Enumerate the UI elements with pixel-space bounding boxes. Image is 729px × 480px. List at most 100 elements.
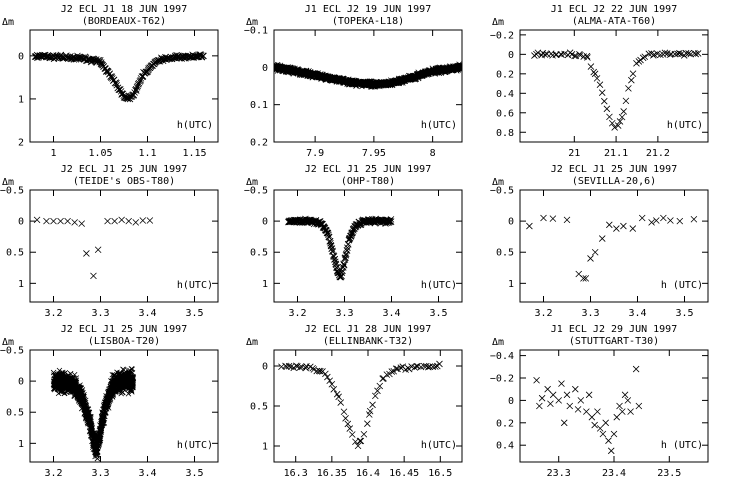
- data-point: [607, 447, 615, 455]
- data-point: [601, 97, 608, 105]
- data-point: [101, 413, 107, 420]
- data-point: [104, 217, 111, 225]
- x-axis-label: h(UTC): [177, 280, 213, 291]
- data-point: [533, 376, 540, 384]
- data-point: [90, 272, 97, 280]
- x-tick-label: 7.9: [306, 148, 324, 159]
- data-point: [572, 385, 579, 393]
- data-point: [676, 217, 684, 225]
- data-point: [687, 50, 694, 58]
- data-point: [94, 246, 102, 254]
- chart-panel-9: J1 ECL J2 29 JUN 1997(STUTTGART-T30) Δm h …: [490, 324, 709, 479]
- data-point: [324, 373, 331, 381]
- y-axis-label: Δm: [246, 17, 258, 28]
- x-axis-label: h(UTC): [421, 120, 457, 131]
- x-tick-label: 16.35: [317, 468, 347, 479]
- data-point: [613, 225, 620, 232]
- data-point: [625, 85, 632, 92]
- data-point: [459, 63, 462, 70]
- data-point: [632, 365, 640, 373]
- y-tick-label: 1: [18, 439, 24, 450]
- y-tick-label: 1: [18, 279, 24, 290]
- data-point: [111, 217, 118, 225]
- chart-panel-1: J2 ECL J1 18 JUN 1997(BORDEAUX-T62) Δm h(U…: [2, 4, 219, 159]
- chart-subtitle: (LISBOA-T20): [88, 336, 160, 347]
- data-point: [549, 215, 557, 222]
- data-point: [574, 406, 582, 413]
- y-tick-label: 0: [18, 51, 24, 62]
- x-tick-label: 16.3: [284, 468, 308, 479]
- data-point: [560, 419, 568, 427]
- data-point: [563, 391, 571, 399]
- data-point: [628, 76, 635, 84]
- data-point: [101, 420, 108, 426]
- data-point: [317, 367, 324, 375]
- data-point: [113, 80, 120, 87]
- x-axis-label: h(UTC): [177, 440, 213, 451]
- data-point: [340, 408, 348, 416]
- data-point: [376, 382, 384, 390]
- data-point: [341, 256, 349, 263]
- data-point: [118, 216, 125, 224]
- chart-panel-7: J2 ECL J1 25 JUN 1997(LISBOA-T20) Δm h(UTC…: [0, 324, 219, 479]
- data-point: [587, 63, 595, 70]
- x-tick-label: 3.4: [382, 308, 400, 319]
- data-point: [667, 217, 674, 224]
- data-point: [340, 260, 347, 268]
- chart-title: J1 ECL J2 29 JUN 1997: [551, 324, 677, 335]
- x-tick-label: 3.3: [91, 468, 109, 479]
- y-axis-label: Δm: [246, 177, 258, 188]
- x-tick-label: 3.4: [628, 308, 646, 319]
- chart-panel-3: J1 ECL J2 22 JUN 1997(ALMA-ATA-T60) Δm h(U…: [490, 4, 709, 159]
- chart-subtitle: (STUTTGART-T30): [569, 336, 659, 347]
- y-tick-label: 0: [508, 396, 514, 407]
- chart-subtitle: (OHP-T80): [341, 176, 395, 187]
- y-tick-label: −0.5: [244, 186, 268, 197]
- data-point: [591, 421, 598, 429]
- data-point: [125, 217, 132, 225]
- data-point: [50, 217, 57, 225]
- data-point: [135, 79, 143, 87]
- data-point: [583, 52, 591, 60]
- data-point: [88, 421, 95, 427]
- data-point: [577, 397, 585, 404]
- data-point: [547, 400, 554, 408]
- x-tick-label: 3.5: [675, 308, 693, 319]
- y-tick-label: 0.2: [496, 69, 514, 80]
- y-tick-label: 0.5: [6, 408, 24, 419]
- data-point: [59, 371, 66, 377]
- data-point: [588, 413, 596, 421]
- chart-title: J2 ECL J1 28 JUN 1997: [305, 324, 431, 335]
- data-point: [64, 53, 71, 61]
- data-point: [88, 414, 94, 420]
- chart-panel-6: J2 ECL J1 25 JUN 1997(SEVILLA-20,6) Δm h (…: [490, 164, 709, 319]
- data-point: [383, 371, 391, 378]
- data-point: [397, 364, 405, 371]
- chart-subtitle: (BORDEAUX-T62): [82, 16, 166, 27]
- data-point: [116, 86, 124, 93]
- data-point: [653, 217, 660, 224]
- y-tick-label: 0.1: [250, 100, 268, 111]
- data-point: [606, 221, 613, 229]
- data-point: [357, 437, 365, 445]
- x-axis-label: h (UTC): [661, 280, 703, 291]
- data-point: [348, 431, 356, 438]
- chart-panel-8: J2 ECL J1 28 JUN 1997(ELLINBANK-T32) Δm h(…: [246, 324, 463, 479]
- data-point: [627, 408, 634, 415]
- y-tick-label: 0.5: [250, 248, 268, 259]
- chart-title: J1 ECL J2 19 JUN 1997: [305, 4, 431, 15]
- data-point: [629, 225, 637, 232]
- x-tick-label: 23.5: [657, 468, 681, 479]
- data-point: [638, 214, 646, 222]
- data-point: [613, 413, 621, 421]
- x-tick-label: 16.4: [356, 468, 380, 479]
- data-point: [621, 391, 629, 399]
- data-point: [130, 374, 136, 380]
- data-point: [43, 217, 50, 225]
- data-point: [337, 399, 344, 406]
- plot-frame: [29, 189, 219, 303]
- y-tick-label: −0.4: [490, 351, 514, 362]
- data-point: [558, 380, 565, 387]
- x-tick-label: 3.2: [44, 468, 62, 479]
